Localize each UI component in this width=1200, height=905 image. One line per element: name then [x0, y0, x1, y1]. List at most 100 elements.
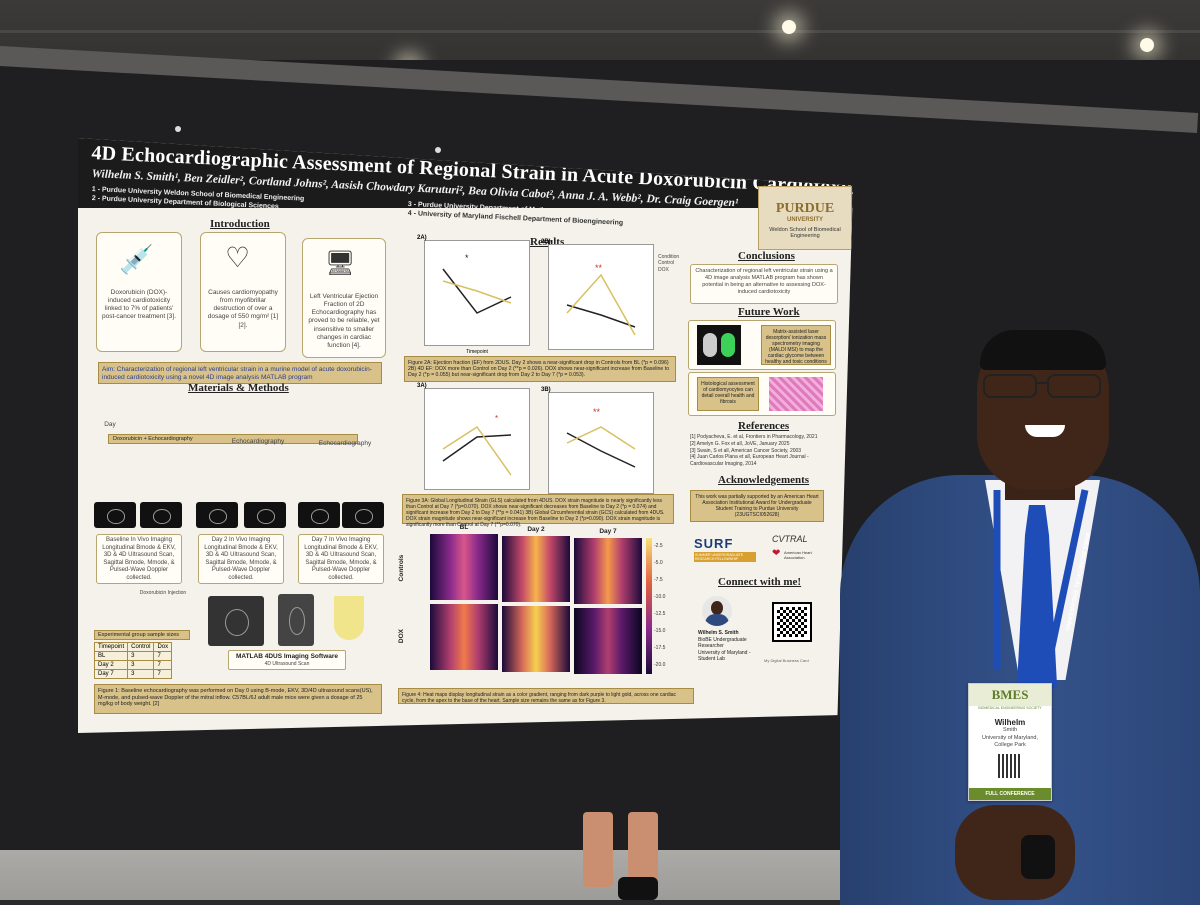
plot-label: 3A) [417, 383, 427, 389]
plot-3b-lines: ** [566, 407, 636, 468]
timeline-bar: Doxorubicin + Echocardiography [108, 434, 358, 444]
imaging-text: Day 7 In Vivo Imaging Longitudinal Bmode… [304, 537, 378, 581]
watch [1021, 835, 1055, 879]
references-heading: References [738, 420, 790, 432]
plot-3a-lines: * [442, 414, 512, 476]
syringe-icon: 💉 [119, 244, 154, 275]
figure1-caption: Figure 1: Baseline echocardiography was … [94, 684, 382, 714]
colorbar-tick: -12.5 [654, 611, 666, 617]
svg-text:*: * [495, 414, 498, 423]
smile [1025, 425, 1065, 437]
intro-text: Causes cardiomyopathy from myofibrillar … [207, 289, 279, 329]
plot-label: 2A) [417, 235, 427, 241]
acknowledgements-heading: Acknowledgements [718, 474, 810, 486]
legend-dox: DOX [658, 266, 669, 273]
heatmap-cell [430, 534, 498, 600]
plot-label: 2B) [541, 239, 551, 245]
hair [980, 330, 1106, 370]
heatmap-row-label: Controls [397, 554, 405, 582]
table-cell: Timepoint [93, 642, 129, 652]
svg-text:**: ** [593, 407, 601, 417]
plot-2a: 2A) * Timepoint [417, 235, 530, 355]
strain-shape [334, 596, 364, 640]
intro-text: Left Ventricular Ejection Fraction of 2D… [308, 293, 380, 349]
timeline-label: Echocardiography [231, 438, 285, 445]
maldi-image [697, 325, 741, 365]
software-sub: 4D Ultrasound Scan [264, 661, 310, 667]
cvtral-logo: CVTRAL [772, 534, 808, 544]
plot-label: 3B) [541, 387, 551, 393]
ultrasound-image [208, 596, 264, 646]
aim-box: Aim: Characterization of regional left v… [98, 362, 382, 384]
heatmap-cell [502, 606, 570, 672]
plot-3a: 3A) * [417, 383, 530, 490]
table-cell: Dox [153, 642, 173, 652]
figure3-caption: Figure 3A: Global Longitudinal Strain (G… [402, 494, 674, 528]
software-box: MATLAB 4DUS Imaging Software 4D Ultrasou… [228, 650, 346, 670]
plot-2a-lines: * [442, 253, 512, 314]
legend-title: Condition [658, 254, 680, 260]
ultrasound-image [196, 502, 238, 528]
intro-box: 💉 Doxorubicin (DOX)-induced cardiotoxici… [96, 232, 182, 352]
timeline-label: Echocardiography [318, 440, 372, 447]
heart-icon: ♡ [225, 242, 251, 273]
glasses [983, 374, 1103, 398]
imaging-box: Baseline In Vivo Imaging Longitudinal Bm… [96, 534, 182, 584]
intro-box: ♡ Causes cardiomyopathy from myofibrilla… [200, 232, 286, 352]
lanyard [993, 489, 1089, 681]
plot-legend: Condition Control DOX [658, 254, 718, 273]
legend-control: Control [658, 260, 675, 267]
imaging-text: Baseline In Vivo Imaging Longitudinal Bm… [102, 537, 176, 581]
qr-code[interactable] [772, 602, 812, 642]
ceiling-light [1140, 38, 1154, 52]
future-work-box: Histological assessment of cardiomyocyte… [688, 372, 836, 416]
heatmap-col-label: Day 2 [527, 526, 545, 533]
future-work-item: Matrix-assisted laser desorption/ ioniza… [761, 325, 831, 365]
svg-text:*: * [465, 253, 469, 263]
colorbar-tick: -10.0 [654, 594, 666, 600]
research-poster: 4D Echocardiographic Assessment of Regio… [78, 138, 853, 733]
connect-heading: Connect with me! [718, 576, 802, 588]
reference-item: [2] Amelyn G. Fox et all, JoVE, January … [690, 440, 790, 447]
references-list: [1] Podyacheva, E. et al, Frontiers in P… [690, 434, 836, 468]
logo-name: PURDUE [775, 201, 835, 216]
colorbar-tick: -5.0 [654, 560, 663, 566]
badge-last-name: Smith [1002, 727, 1018, 733]
colorbar-tick: -20.0 [654, 662, 666, 668]
heatmap-cell [574, 608, 642, 674]
logo-sub: UNIVERSITY [786, 217, 823, 223]
colorbar-tick: -17.5 [654, 645, 666, 651]
affiliation: 4 - University of Maryland Fischell Depa… [407, 210, 624, 227]
table-cell: Day 2 [93, 660, 129, 670]
contact-info: Wilhelm S. Smith BioBE Undergraduate Res… [698, 630, 768, 663]
table-row: Timepoint Control Dox [93, 642, 173, 652]
push-pin [435, 147, 441, 153]
table-row: BL 3 7 [93, 651, 173, 661]
figure2-caption: Figure 2A: Ejection fraction (EF) from 2… [404, 356, 676, 382]
surf-sub: SUMMER UNDERGRADUATE RESEARCH FELLOWSHIP [694, 552, 756, 562]
conclusions-text: Characterization of regional left ventri… [695, 268, 833, 295]
ceiling-beam [0, 30, 1200, 33]
table-cell: 3 [127, 669, 155, 679]
methods-heading: Materials & Methods [188, 382, 289, 394]
colorbar-tick: -7.5 [654, 577, 663, 583]
table-cell: Day 7 [93, 669, 129, 679]
timeline-label: Day [104, 421, 116, 428]
heatmap-cell [502, 536, 570, 602]
table-cell: 7 [153, 660, 173, 670]
reference-item: [1] Podyacheva, E. et al, Frontiers in P… [690, 434, 818, 440]
presenter: BMES BIOMEDICAL ENGINEERING [835, 330, 1200, 905]
plot-2b: 2B) ** [541, 239, 654, 350]
ceiling-light [782, 20, 796, 34]
avatar [702, 596, 732, 626]
badge-first-name: Wilhelm [994, 718, 1026, 727]
table-cell: Control [127, 642, 155, 652]
badge-type: FULL CONFERENCE [969, 788, 1051, 800]
conclusions-box: Characterization of regional left ventri… [690, 264, 838, 304]
contact-institution: University of Maryland - Student Lab [698, 649, 751, 663]
table-cell: 7 [153, 669, 173, 679]
future-work-heading: Future Work [738, 306, 800, 318]
ultrasound-image [342, 502, 384, 528]
intro-box: 🖥 Left Ventricular Ejection Fraction of … [302, 238, 386, 358]
